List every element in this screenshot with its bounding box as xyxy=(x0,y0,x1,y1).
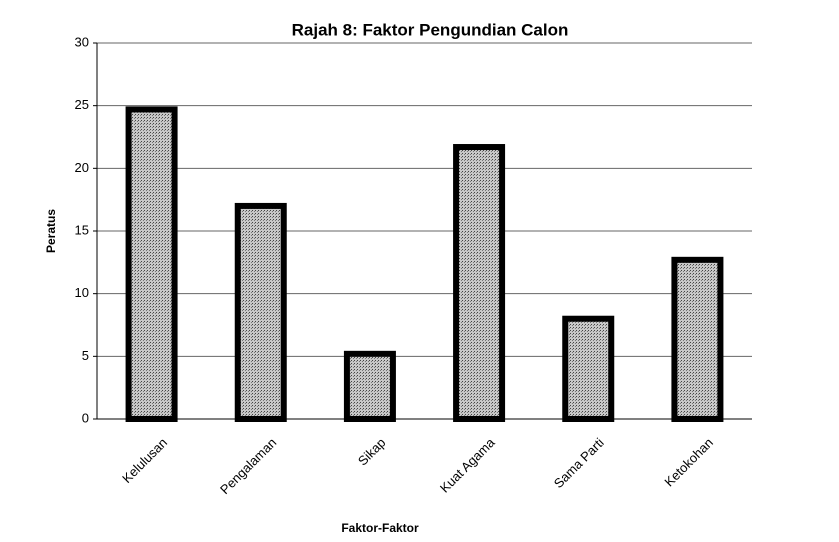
y-tick-label: 10 xyxy=(75,285,89,300)
x-tick-label: Kelulusan xyxy=(119,435,170,486)
bar xyxy=(562,315,615,423)
bar xyxy=(343,350,396,422)
y-tick-label: 15 xyxy=(75,222,89,237)
x-tick-label: Sikap xyxy=(355,435,389,469)
x-tick-label: Ketokohan xyxy=(661,435,716,490)
y-tick-label: 20 xyxy=(75,160,89,175)
bar xyxy=(671,256,724,422)
x-tick-label: Pengalaman xyxy=(217,435,279,497)
x-axis-label: Faktor-Faktor xyxy=(341,521,419,535)
bar xyxy=(234,202,287,422)
x-tick-label: Sama Parti xyxy=(551,435,607,491)
y-axis-label: Peratus xyxy=(44,209,58,253)
y-tick-label: 5 xyxy=(82,348,89,363)
y-tick-label: 25 xyxy=(75,97,89,112)
bar xyxy=(125,106,178,422)
chart-title: Rajah 8: Faktor Pengundian Calon xyxy=(292,20,569,39)
y-tick-label: 30 xyxy=(75,34,89,49)
y-tick-label: 0 xyxy=(82,410,89,425)
x-tick-label: Kuat Agama xyxy=(437,434,498,495)
bar xyxy=(453,144,506,422)
